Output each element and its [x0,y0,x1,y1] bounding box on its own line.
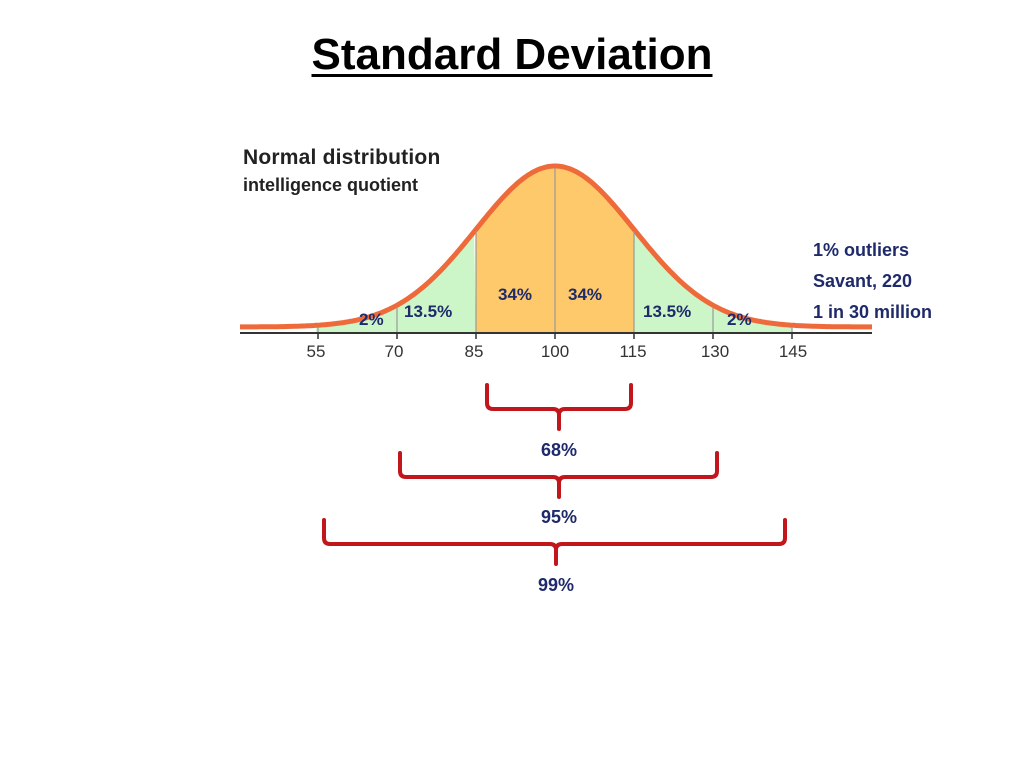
region-fill [634,229,793,333]
chart-title: Normal distribution [243,146,441,169]
region-fill [316,231,476,333]
tick-label: 70 [384,342,404,361]
outliers-note-line3: 1 in 30 million [813,302,933,322]
region-label-right-34: 34% [568,285,603,304]
tick-label: 145 [778,342,808,361]
tick-label: 55 [306,342,326,361]
chart-subtitle: intelligence quotient [243,175,419,195]
tick-label: 85 [464,342,484,361]
brace-68% [485,383,633,431]
brace-label-68: 68% [540,440,578,460]
brace-label-95: 95% [540,507,578,527]
region-label-left-2: 2% [359,310,384,329]
tick-label: 100 [540,342,570,361]
tick-label: 130 [700,342,730,361]
region-dividers [317,168,793,333]
outliers-note-line2: Savant, 220 [813,271,913,291]
outliers-note-line1: 1% outliers [813,240,910,260]
region-label-left-13: 13.5% [404,302,453,321]
brace-99% [322,518,787,566]
region-label-left-34: 34% [498,285,533,304]
x-axis-tick-marks [317,333,793,339]
braces [322,383,787,566]
tick-label: 115 [619,342,647,361]
region-label-right-13: 13.5% [643,302,692,321]
region-label-right-2: 2% [727,310,752,329]
slide-title: Standard Deviation [311,30,713,79]
bell-curve [240,163,872,330]
brace-label-99: 99% [537,575,575,595]
brace-95% [398,451,719,499]
